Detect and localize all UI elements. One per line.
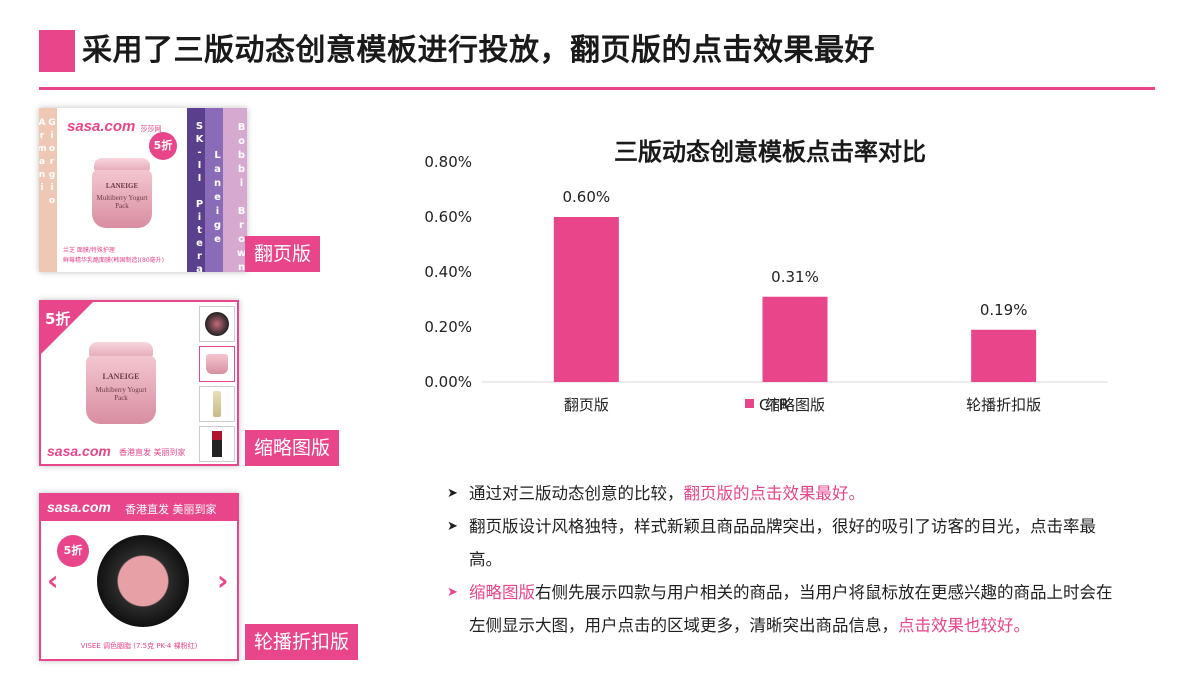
x-tick-label: 翻页版 [564, 396, 609, 414]
brand-strip-laneige: Laneige [205, 108, 223, 272]
sasa-logo: sasa.com 莎莎网 [67, 118, 162, 135]
thumb-jar[interactable] [199, 346, 235, 382]
ctr-bar-chart: 0.00% 0.20% 0.40% 0.60% 0.80% 0.60% 翻页版 0.31% 缩略… [424, 153, 1108, 414]
page-title: 采用了三版动态创意模板进行投放，翻页版的点击效果最好 [82, 33, 875, 68]
discount-corner [41, 302, 93, 354]
sasa-logo: sasa.com [47, 443, 111, 459]
laneige-jar: LANEIGE Multiberry Yogurt Pack [86, 356, 156, 424]
y-tick-label: 0.60% [424, 208, 472, 226]
data-label: 0.19% [980, 301, 1028, 319]
thumb-lipstick[interactable] [199, 426, 235, 462]
brand-strip-armani: Giorgio Armani [39, 108, 57, 272]
highlight-text: 翻页版的点击效果最好。 [683, 484, 866, 503]
finding-text: 通过对三版动态创意的比较， [469, 484, 684, 503]
thumb-bottle[interactable] [199, 386, 235, 422]
bar [553, 217, 619, 382]
bullet-arrow-icon: ➤ [447, 486, 458, 501]
bar [762, 296, 828, 382]
discount-label: 5折 [45, 310, 71, 328]
finding-item: ➤ 缩略图版右侧先展示四款与用户相关的商品，当用户将鼠标放在更感兴趣的商品上时会在… [447, 576, 1127, 642]
data-label: 0.31% [771, 268, 819, 286]
product-caption: VISEE 调色胭脂 (7.5克 PK-4 裸粉红) [80, 642, 198, 650]
carousel-next-button[interactable]: › [217, 564, 229, 597]
y-tick-label: 0.20% [424, 318, 472, 336]
discount-badge: 5折 [57, 535, 89, 567]
x-tick-label: 缩略图版 [765, 396, 825, 414]
sasa-logo: sasa.com [47, 499, 111, 515]
highlight-text: 缩略图版 [469, 583, 535, 602]
y-tick-label: 0.00% [424, 373, 472, 391]
finding-text: 翻页版设计风格独特，样式新颖且商品品牌突出，很好的吸引了访客的目光，点击率最高。 [469, 517, 1096, 569]
creative-thumbnail-version: 5折 LANEIGE Multiberry Yogurt Pack sasa.c… [39, 300, 239, 466]
discount-badge: 5折 [149, 132, 177, 160]
y-tick-label: 0.80% [424, 153, 472, 171]
slogan: 香港直发 美丽到家 [125, 503, 217, 516]
highlight-text: 点击效果也较好。 [898, 616, 1030, 635]
creative-flip-version: Giorgio Armani sasa.com 莎莎网 5折 LANEIGE M… [39, 108, 247, 272]
title-accent-bar [39, 30, 75, 72]
bullet-arrow-icon: ➤ [447, 519, 458, 534]
thumb-compact[interactable] [199, 306, 235, 342]
carousel-prev-button[interactable]: ‹ [47, 564, 59, 597]
tag-flip-version: 翻页版 [245, 236, 321, 272]
title-divider [39, 87, 1155, 90]
x-tick-label: 轮播折扣版 [966, 396, 1041, 414]
finding-text: 右侧先展示四款与用户相关的商品，当用户将鼠标放在更感兴趣的商品上时会在左侧显示大… [469, 583, 1113, 635]
creative-carousel-version: sasa.com 香港直发 美丽到家 5折 ‹ › VISEE 调色胭脂 (7.… [39, 493, 239, 661]
flip-main-panel: sasa.com 莎莎网 5折 LANEIGE Multiberry Yogur… [57, 108, 184, 272]
tag-carousel-version: 轮播折扣版 [245, 624, 359, 660]
finding-item: ➤ 翻页版设计风格独特，样式新颖且商品品牌突出，很好的吸引了访客的目光，点击率最高… [447, 510, 1127, 576]
jar-lid [94, 158, 150, 172]
findings-list: ➤ 通过对三版动态创意的比较，翻页版的点击效果最好。 ➤ 翻页版设计风格独特，样式新颖… [447, 477, 1127, 642]
laneige-jar: LANEIGE Multiberry Yogurt Pack [92, 170, 152, 228]
product-caption: 兰芝 面膜/特殊护理 鲜莓精华乳酪面膜(韩国制造)(80毫升) [63, 247, 164, 264]
y-tick-label: 0.40% [424, 263, 472, 281]
jar-lid [89, 342, 153, 358]
slogan: 香港直发 美丽到家 [119, 448, 186, 457]
tag-thumbnail-version: 缩略图版 [245, 430, 340, 466]
legend-swatch [745, 399, 754, 408]
brand-strip-skii: SK-II Pitera [187, 108, 205, 272]
footer-bar: sasa.com 香港直发 美丽到家 [41, 440, 197, 464]
carousel-header: sasa.com 香港直发 美丽到家 [41, 495, 237, 521]
data-label: 0.60% [563, 188, 611, 206]
brand-strip-bobbi: Bobbi Brown [223, 108, 247, 272]
finding-item: ➤ 通过对三版动态创意的比较，翻页版的点击效果最好。 [447, 477, 1127, 510]
bar [971, 329, 1037, 382]
bullet-arrow-icon: ➤ [447, 585, 458, 600]
chart-title: 三版动态创意模板点击率对比 [614, 138, 926, 166]
legend-label: CTR [759, 396, 789, 414]
blush-compact [97, 535, 189, 627]
